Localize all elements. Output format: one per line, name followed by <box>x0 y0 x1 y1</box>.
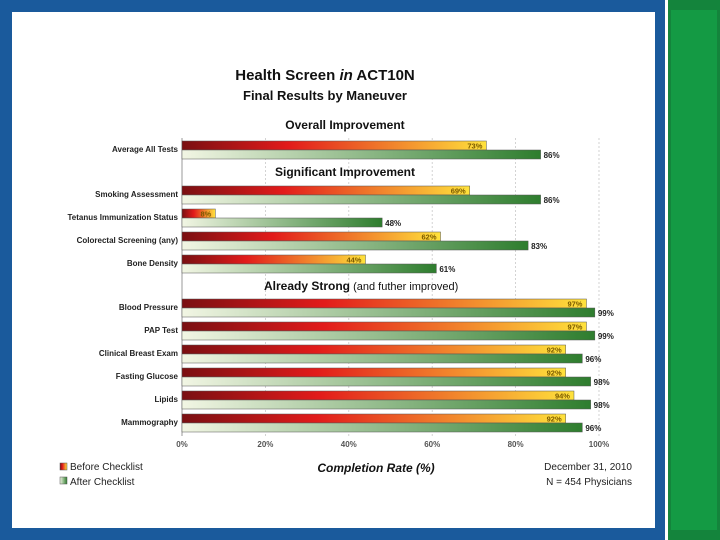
bar-after <box>181 194 541 205</box>
bar-after <box>181 263 437 274</box>
bar-before <box>181 231 441 242</box>
bar-before <box>181 185 470 196</box>
data-label-before: 97% <box>567 300 582 309</box>
bars <box>181 140 596 433</box>
chart-subtitle: Final Results by Maneuver <box>243 88 407 103</box>
group-header-title: Already Strong <box>264 279 350 293</box>
group-header: Overall Improvement <box>285 118 404 132</box>
title-part-2: in <box>339 67 352 84</box>
bar-after <box>181 330 596 341</box>
category-label: Average All Tests <box>112 145 179 154</box>
category-label: Fasting Glucose <box>116 372 179 381</box>
bar-before <box>181 390 575 401</box>
bar-after <box>181 376 591 387</box>
category-label: PAP Test <box>144 326 178 335</box>
data-label-before: 8% <box>201 210 212 219</box>
bar-before <box>181 367 566 378</box>
legend-swatch-before <box>59 462 68 471</box>
bar-before <box>181 254 366 265</box>
bar-before <box>181 413 566 424</box>
data-label-after: 86% <box>544 151 560 160</box>
category-label: Mammography <box>121 418 178 427</box>
data-label-before: 73% <box>467 142 482 151</box>
title-part-1: Health Screen <box>235 67 339 84</box>
x-tick-label: 60% <box>424 440 440 449</box>
legend-label-after: After Checklist <box>70 477 135 488</box>
category-label: Clinical Breast Exam <box>99 349 178 358</box>
category-label: Lipids <box>154 395 178 404</box>
group-header-title: Overall Improvement <box>285 118 404 132</box>
data-label-before: 94% <box>555 392 570 401</box>
footnote-date: December 31, 2010 <box>544 462 632 473</box>
data-label-before: 62% <box>422 233 437 242</box>
data-label-after: 96% <box>585 424 601 433</box>
data-label-after: 86% <box>544 196 560 205</box>
group-header-title: Significant Improvement <box>275 165 415 179</box>
data-label-after: 96% <box>585 355 601 364</box>
bar-before <box>181 140 487 151</box>
data-label-after: 48% <box>385 219 401 228</box>
group-header: Already Strong (and futher improved) <box>264 279 458 293</box>
group-header-note: (and futher improved) <box>350 281 458 293</box>
category-label: Bone Density <box>127 259 179 268</box>
bar-before <box>181 298 587 309</box>
labels: 0% 20% 40% 60% 80% 100% Overall Improvement Ave… <box>67 118 613 449</box>
bar-after <box>181 240 529 251</box>
category-label: Smoking Assessment <box>95 190 178 199</box>
chart-title: Health Screen in ACT10N <box>235 67 415 84</box>
data-label-after: 83% <box>531 242 547 251</box>
bar-after <box>181 353 583 364</box>
legend: Before Checklist After Checklist <box>59 462 143 488</box>
data-label-after: 61% <box>439 265 455 274</box>
category-label: Colorectal Screening (any) <box>77 236 179 245</box>
footnote-sample-size: N = 454 Physicians <box>546 477 632 488</box>
data-label-before: 92% <box>547 369 562 378</box>
data-label-after: 98% <box>594 378 610 387</box>
data-label-before: 92% <box>547 346 562 355</box>
data-label-before: 97% <box>567 323 582 332</box>
data-label-after: 98% <box>594 401 610 410</box>
data-label-before: 69% <box>451 187 466 196</box>
data-label-before: 92% <box>547 415 562 424</box>
data-label-before: 44% <box>346 256 361 265</box>
bar-after <box>181 307 596 318</box>
x-axis-label: Completion Rate (%) <box>317 461 434 475</box>
x-tick-label: 0% <box>176 440 188 449</box>
x-tick-label: 80% <box>508 440 524 449</box>
side-accent-bar <box>668 0 720 540</box>
bar-before <box>181 321 587 332</box>
side-accent-inner <box>671 10 717 530</box>
group-header: Significant Improvement <box>275 165 415 179</box>
bar-after <box>181 399 591 410</box>
bar-after <box>181 217 383 228</box>
category-label: Blood Pressure <box>119 303 179 312</box>
data-label-after: 99% <box>598 332 614 341</box>
legend-swatch-after <box>59 476 68 485</box>
bar-after <box>181 149 541 160</box>
title-part-3: ACT10N <box>353 67 415 84</box>
category-label: Tetanus Immunization Status <box>67 213 178 222</box>
bar-before <box>181 344 566 355</box>
x-tick-label: 40% <box>341 440 357 449</box>
x-tick-label: 100% <box>589 440 609 449</box>
x-tick-label: 20% <box>257 440 273 449</box>
data-label-after: 99% <box>598 309 614 318</box>
bar-after <box>181 422 583 433</box>
legend-label-before: Before Checklist <box>70 462 143 473</box>
